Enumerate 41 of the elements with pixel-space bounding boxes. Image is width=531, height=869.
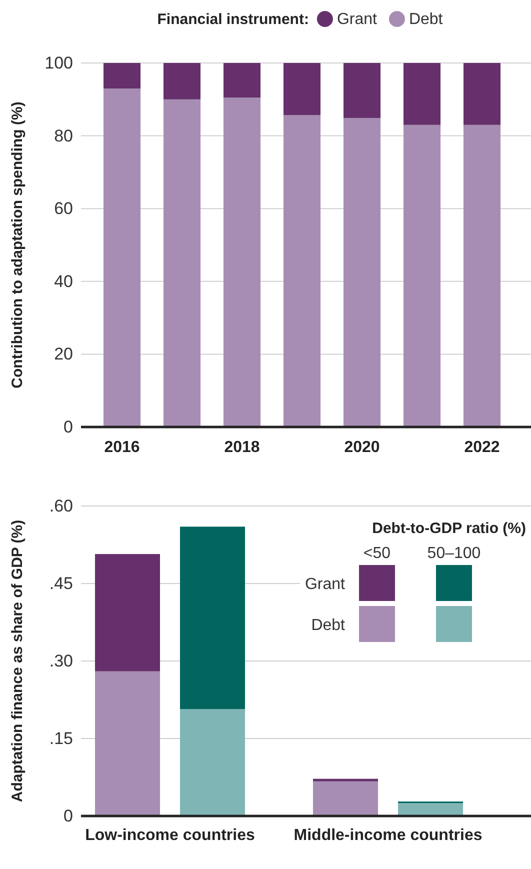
- x-tick-label: 2018: [224, 439, 260, 456]
- annotation: 50–100: [427, 545, 481, 562]
- y-tick-label: 100: [44, 53, 73, 72]
- x-tick-label: 2016: [104, 439, 140, 456]
- bar: [403, 124, 441, 427]
- x-tick-label: 2020: [344, 439, 380, 456]
- legend-label: Grant: [336, 11, 378, 28]
- y-axis-title: Contribution to adaptation spending (%): [9, 102, 26, 388]
- bar: [463, 63, 501, 125]
- legend-title: Financial instrument:: [157, 11, 309, 28]
- bar: [223, 63, 261, 98]
- legend-label: Grant: [304, 576, 346, 593]
- y-tick-label: .45: [49, 574, 73, 593]
- legend-label: Debt: [311, 617, 346, 634]
- y-tick-label: 60: [54, 199, 73, 218]
- bar: [163, 99, 201, 427]
- y-tick-label: .30: [49, 651, 73, 670]
- y-tick-label: .15: [49, 728, 73, 748]
- y-tick-label: 40: [54, 272, 73, 291]
- y-tick-label: 0: [64, 417, 73, 436]
- y-tick-label: 80: [54, 126, 73, 146]
- bar: [103, 88, 141, 427]
- y-tick-label: 0: [64, 806, 73, 826]
- bar: [463, 124, 501, 427]
- y-tick-label: 20: [54, 344, 73, 364]
- legend-label: Debt: [408, 11, 444, 28]
- bar: [283, 63, 321, 116]
- bar: [163, 63, 201, 100]
- bar: [103, 63, 141, 88]
- x-tick-label: 2022: [464, 439, 500, 456]
- annotation: <50: [363, 545, 391, 562]
- bar: [343, 118, 381, 427]
- bar: [343, 63, 381, 118]
- bar: [223, 98, 261, 427]
- text: Middle-income countries: [294, 827, 482, 844]
- legend-title: Debt-to-GDP ratio (%): [372, 520, 526, 537]
- bar: [403, 63, 441, 125]
- y-tick-label: .60: [49, 496, 73, 516]
- text: Low-income countries: [85, 827, 255, 844]
- bar: [283, 115, 321, 427]
- y-axis-title: Adaptation finance as share of GDP (%): [9, 520, 26, 802]
